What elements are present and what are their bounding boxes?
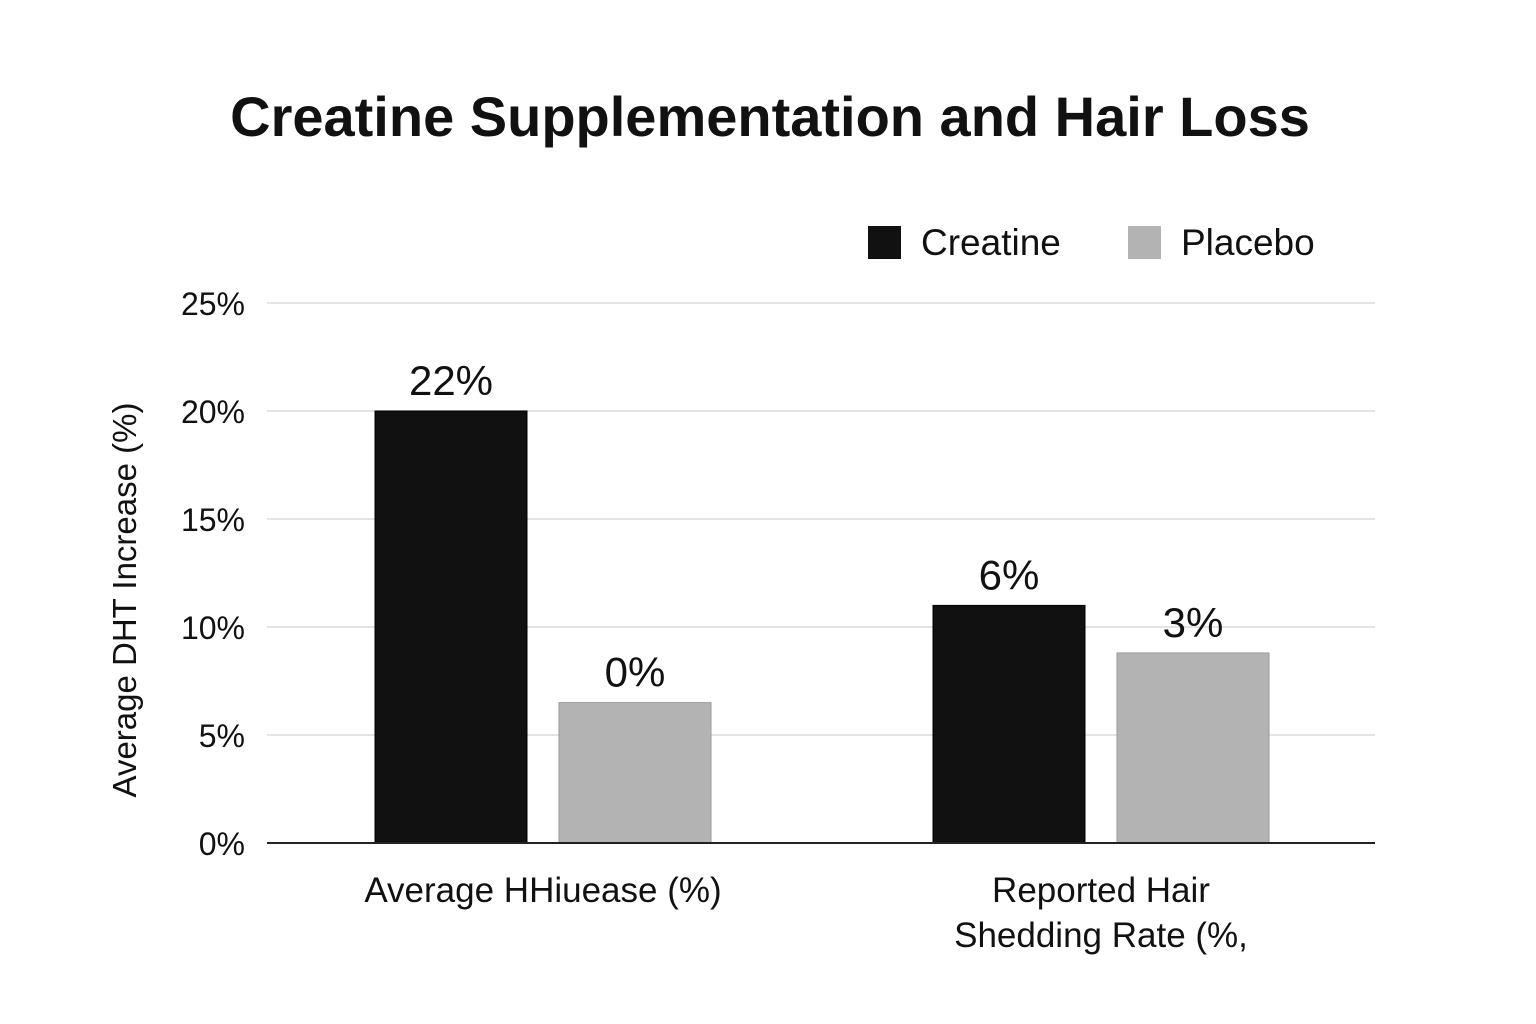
y-tick-label: 15% — [181, 502, 245, 538]
x-axis: Average HHiuease (%) Reported Hair Sheddin… — [364, 871, 1248, 955]
legend-label-creatine: Creatine — [921, 222, 1061, 263]
y-tick-label: 5% — [199, 718, 245, 754]
bar-value-label: 3% — [1163, 599, 1224, 646]
y-tick-label: 20% — [181, 394, 245, 430]
legend: Creatine Placebo — [868, 222, 1315, 263]
legend-label-placebo: Placebo — [1181, 222, 1315, 263]
y-tick-label: 25% — [181, 286, 245, 322]
x-tick-label: Shedding Rate (%, — [954, 916, 1248, 955]
legend-swatch-placebo — [1128, 226, 1161, 259]
bar-creatine-0 — [374, 410, 528, 844]
bar-value-labels: 22% 0% 6% 3% — [409, 357, 1223, 696]
y-tick-label: 10% — [181, 610, 245, 646]
bar-placebo-0 — [558, 702, 712, 844]
bars — [374, 410, 1270, 844]
x-tick-label: Average HHiuease (%) — [364, 871, 721, 910]
legend-swatch-creatine — [868, 226, 901, 259]
bar-value-label: 6% — [979, 551, 1040, 598]
chart-title: Creatine Supplementation and Hair Loss — [230, 85, 1310, 148]
bar-placebo-1 — [1116, 652, 1270, 844]
y-axis-title: Average DHT Increase (%) — [106, 403, 143, 798]
y-tick-label: 0% — [199, 826, 245, 862]
x-tick-label: Reported Hair — [992, 871, 1210, 910]
bar-value-label: 22% — [409, 357, 493, 404]
y-axis: 0% 5% 10% 15% 20% 25% — [181, 286, 245, 862]
bar-creatine-1 — [932, 604, 1086, 844]
bar-value-label: 0% — [605, 649, 666, 696]
